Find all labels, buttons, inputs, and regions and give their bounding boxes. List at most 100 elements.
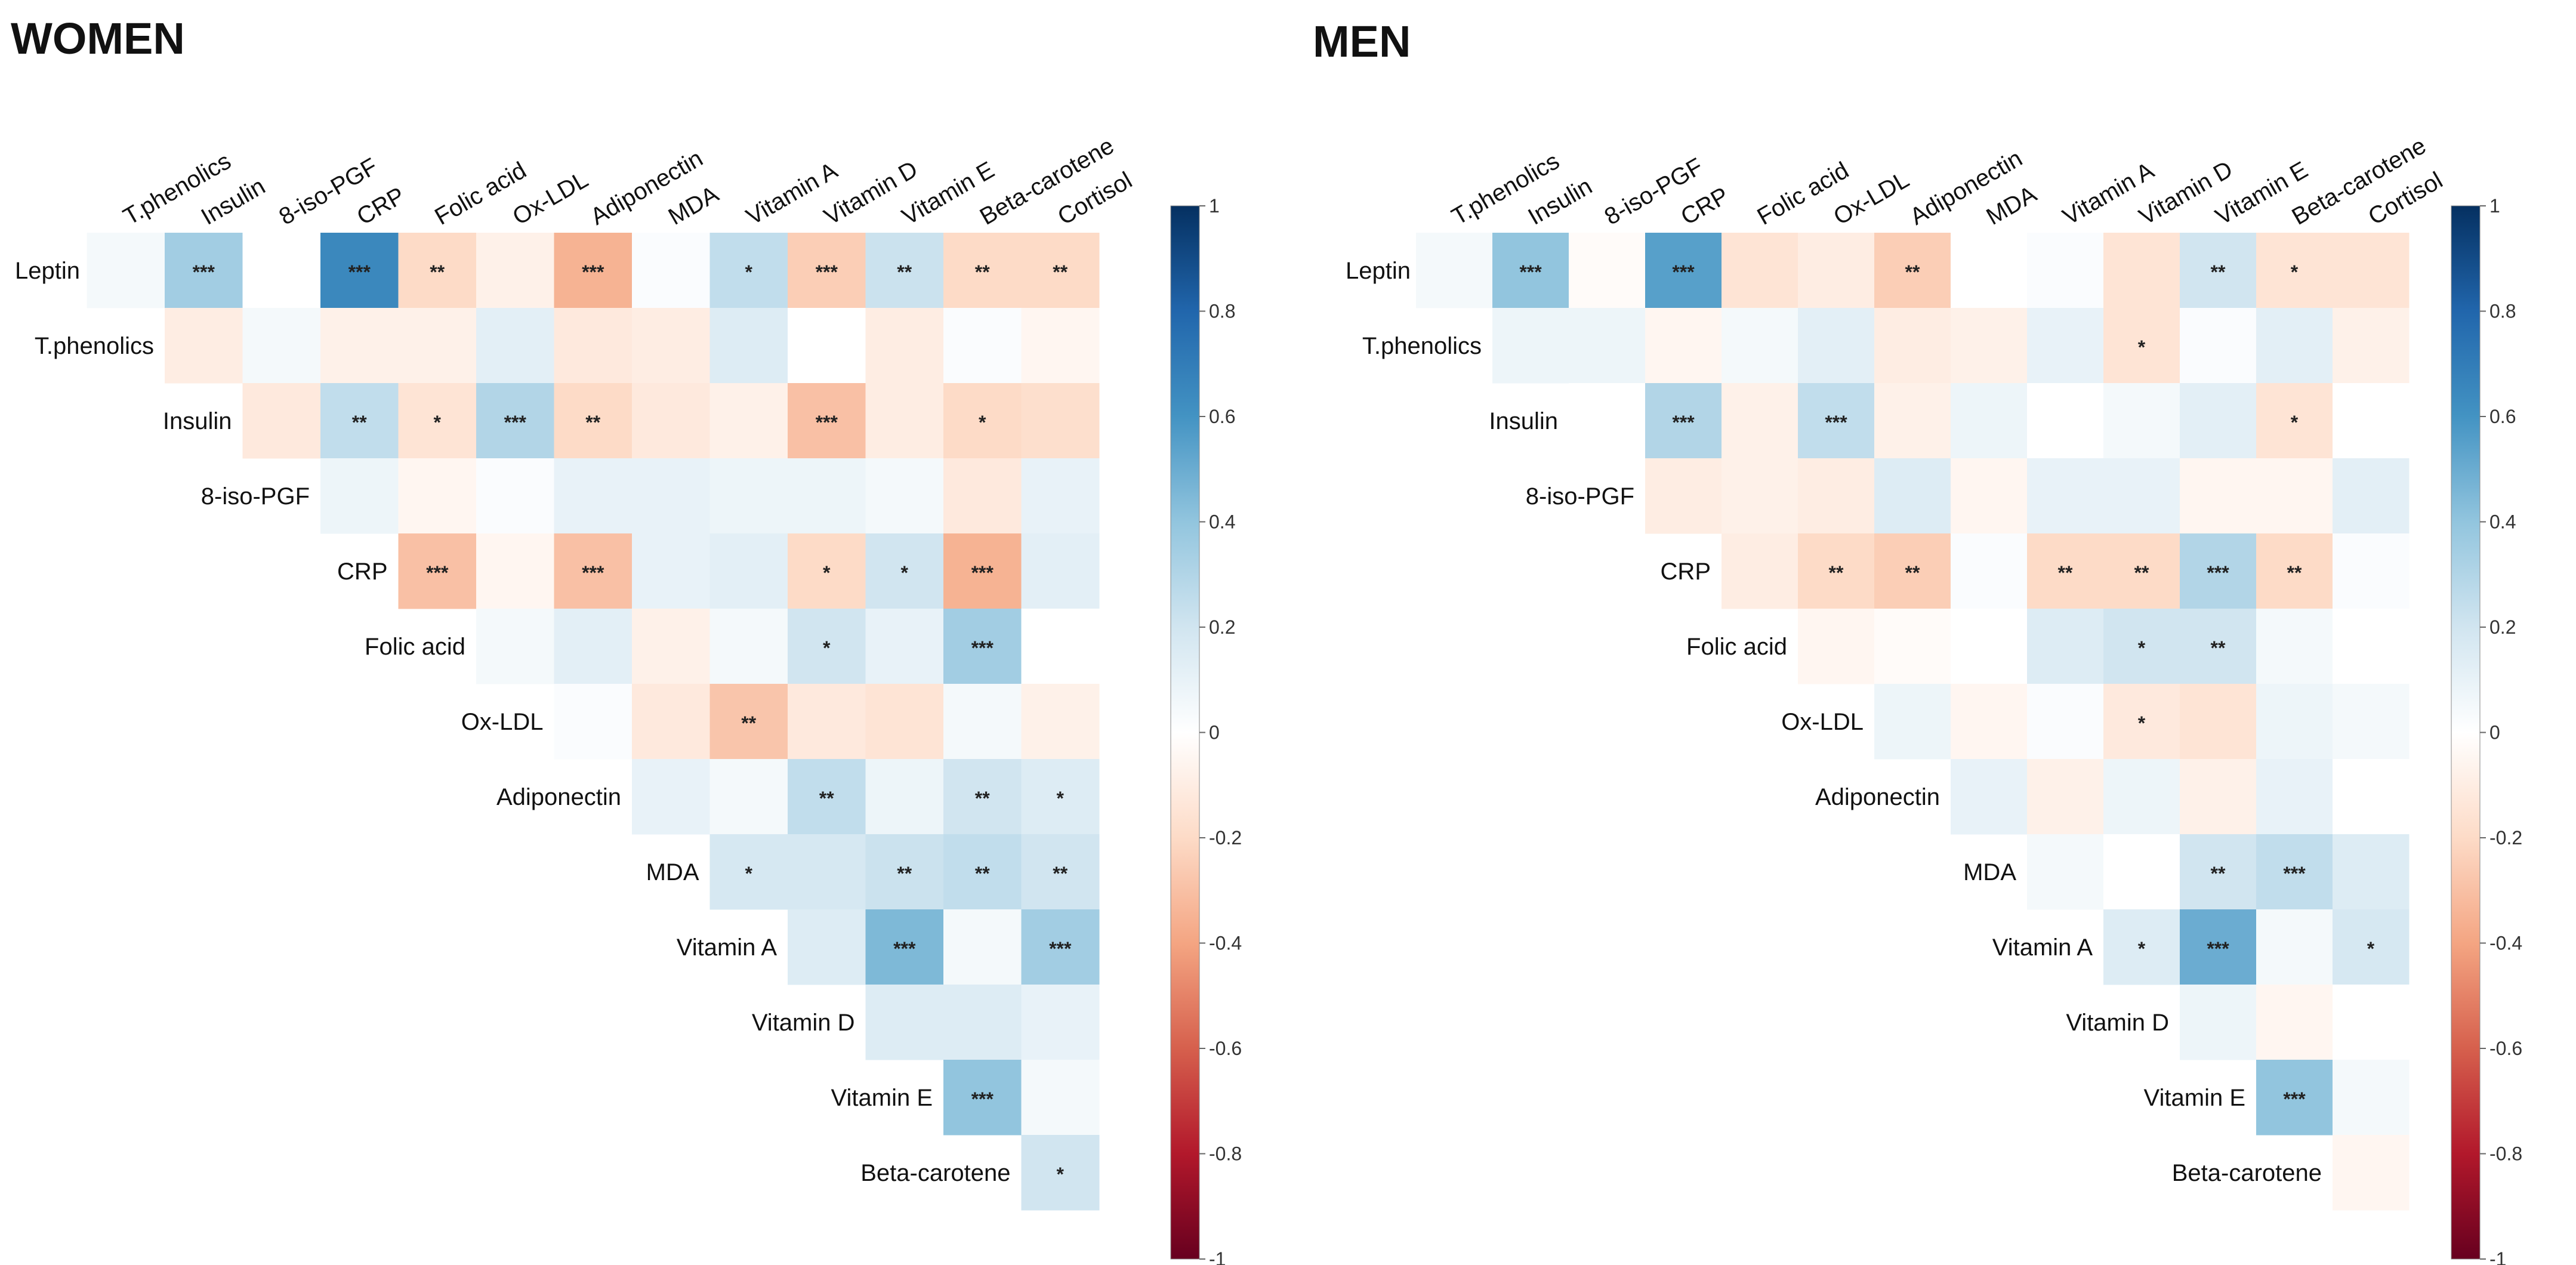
cell-adiponectin-cortisol xyxy=(1021,759,1100,835)
cell-beta-carotene-cortisol xyxy=(2333,1135,2410,1211)
sig-leptin-beta-carotene: * xyxy=(2291,261,2299,283)
cell-mda-vitamin-a xyxy=(2027,834,2104,910)
row-label-8-iso-pgf: 8-iso-PGF xyxy=(1526,483,1634,510)
row-label-vitamin-e: Vitamin E xyxy=(2144,1085,2245,1111)
cell-crp-folic-acid xyxy=(1722,533,1798,609)
row-label-leptin: Leptin xyxy=(15,258,80,284)
cell-ox-ldl-vitamin-e xyxy=(2180,684,2257,760)
cell-t-phenolics-vitamin-a xyxy=(2027,308,2104,384)
col-label-mda: MDA xyxy=(664,181,723,230)
cell-leptin-crp xyxy=(320,233,399,308)
cell-leptin-ox-ldl xyxy=(476,233,554,308)
colorbar-tick-label: 0 xyxy=(2489,722,2500,743)
cell-t-phenolics-cortisol xyxy=(1021,308,1100,384)
cell-8-iso-pgf-ox-ldl xyxy=(1798,458,1875,534)
cell-8-iso-pgf-vitamin-e xyxy=(865,458,944,534)
cell-folic-acid-mda xyxy=(1951,609,2028,684)
cell-vitamin-d-beta-carotene xyxy=(943,985,1022,1060)
cell-insulin-beta-carotene xyxy=(2256,383,2333,459)
cell-ox-ldl-mda xyxy=(632,684,710,760)
sig-crp-beta-carotene: ** xyxy=(2287,562,2302,584)
sig-leptin-cortisol: ** xyxy=(1053,261,1068,283)
cell-t-phenolics-folic-acid xyxy=(1722,308,1798,384)
cell-mda-beta-carotene xyxy=(2256,834,2333,910)
cell-vitamin-a-beta-carotene xyxy=(943,909,1022,985)
colorbar-tick-label: 0.6 xyxy=(1209,406,1235,427)
cell-8-iso-pgf-adiponectin xyxy=(1874,458,1951,534)
cell-8-iso-pgf-vitamin-d xyxy=(788,458,866,534)
cell-vitamin-e-cortisol xyxy=(2333,1060,2410,1136)
cell-t-phenolics-crp xyxy=(1645,308,1722,384)
cell-mda-cortisol xyxy=(2333,834,2410,910)
cell-ox-ldl-adiponectin xyxy=(554,684,633,760)
row-label-ox-ldl: Ox-LDL xyxy=(1781,709,1864,735)
sig-crp-vitamin-d: * xyxy=(823,562,831,584)
colorbar-tick-label: 0.4 xyxy=(2489,511,2516,533)
colorbar-tick-label: 0.2 xyxy=(2489,616,2516,638)
cell-crp-vitamin-d xyxy=(2103,533,2180,609)
col-label-beta-carotene: Beta-carotene xyxy=(976,132,1119,230)
sig-insulin-crp: *** xyxy=(1672,412,1695,433)
sig-crp-adiponectin: *** xyxy=(582,562,604,584)
cell-crp-folic-acid xyxy=(398,533,477,609)
cell-t-phenolics-cortisol xyxy=(2333,308,2410,384)
cell-insulin-ox-ldl xyxy=(476,383,554,459)
cell-crp-vitamin-d xyxy=(788,533,866,609)
sig-insulin-beta-carotene: * xyxy=(2291,412,2299,433)
cell-8-iso-pgf-crp xyxy=(320,458,399,534)
cell-t-phenolics-vitamin-a xyxy=(709,308,788,384)
colorbar-tick-label: -0.6 xyxy=(2489,1038,2522,1059)
cell-leptin-vitamin-e xyxy=(2180,233,2257,308)
cell-mda-vitamin-a xyxy=(709,834,788,910)
cell-8-iso-pgf-vitamin-e xyxy=(2180,458,2257,534)
sig-crp-vitamin-d: ** xyxy=(2134,562,2149,584)
row-label-mda: MDA xyxy=(1963,859,2016,886)
cell-folic-acid-mda xyxy=(632,609,710,684)
sig-folic-acid-vitamin-d: * xyxy=(823,637,831,659)
sig-crp-vitamin-a: ** xyxy=(2058,562,2073,584)
cell-t-phenolics-vitamin-e xyxy=(865,308,944,384)
row-label-ox-ldl: Ox-LDL xyxy=(461,709,544,735)
cell-t-phenolics-8-iso-pgf xyxy=(1569,308,1646,384)
cell-crp-vitamin-e xyxy=(2180,533,2257,609)
cell-folic-acid-beta-carotene xyxy=(943,609,1022,684)
cell-vitamin-d-vitamin-e xyxy=(865,985,944,1060)
row-label-beta-carotene: Beta-carotene xyxy=(860,1160,1010,1186)
cell-leptin-mda xyxy=(632,233,710,308)
sig-insulin-adiponectin: ** xyxy=(585,412,600,433)
sig-adiponectin-cortisol: * xyxy=(1057,788,1065,809)
cell-insulin-crp xyxy=(320,383,399,459)
cell-8-iso-pgf-adiponectin xyxy=(554,458,633,534)
cell-8-iso-pgf-folic-acid xyxy=(1722,458,1798,534)
cell-leptin-beta-carotene xyxy=(943,233,1022,308)
cell-crp-cortisol xyxy=(2333,533,2410,609)
cell-8-iso-pgf-crp xyxy=(1645,458,1722,534)
cell-vitamin-d-vitamin-e xyxy=(2180,985,2257,1060)
cell-t-phenolics-adiponectin xyxy=(1874,308,1951,384)
sig-insulin-beta-carotene: * xyxy=(979,412,986,433)
cell-insulin-vitamin-e xyxy=(865,383,944,459)
colorbar-tick-label: 0.8 xyxy=(2489,301,2516,322)
row-label-vitamin-a: Vitamin A xyxy=(677,934,778,961)
sig-mda-beta-carotene: ** xyxy=(975,863,990,884)
cell-crp-vitamin-e xyxy=(865,533,944,609)
sig-vitamin-e-beta-carotene: *** xyxy=(2283,1088,2306,1110)
cell-insulin-adiponectin xyxy=(1874,383,1951,459)
sig-vitamin-a-cortisol: *** xyxy=(1049,938,1072,959)
cell-leptin-adiponectin xyxy=(554,233,633,308)
cell-vitamin-a-vitamin-d xyxy=(788,909,866,985)
cell-leptin-beta-carotene xyxy=(2256,233,2333,308)
sig-crp-ox-ldl: ** xyxy=(1829,562,1844,584)
cell-t-phenolics-beta-carotene xyxy=(2256,308,2333,384)
sig-vitamin-a-cortisol: * xyxy=(2367,938,2375,959)
cell-8-iso-pgf-vitamin-d xyxy=(2103,458,2180,534)
row-label-8-iso-pgf: 8-iso-PGF xyxy=(201,483,310,510)
cell-insulin-beta-carotene xyxy=(943,383,1022,459)
row-label-t-phenolics: T.phenolics xyxy=(1362,333,1482,359)
panel-title: WOMEN xyxy=(11,14,185,63)
sig-adiponectin-vitamin-d: ** xyxy=(819,788,834,809)
sig-crp-vitamin-e: *** xyxy=(2207,562,2229,584)
sig-vitamin-a-vitamin-e: *** xyxy=(2207,938,2229,959)
colorbar-tick-label: 0.8 xyxy=(1209,301,1235,322)
colorbar-tick-label: -0.4 xyxy=(1209,933,1242,954)
